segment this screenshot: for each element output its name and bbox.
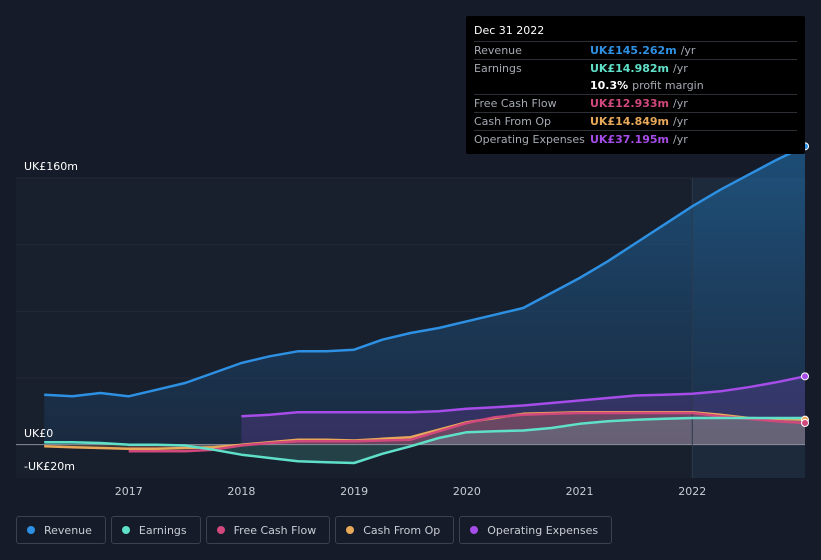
tooltip-value: UK£12.933m [590,97,670,110]
legend-label: Earnings [138,523,187,537]
tooltip-unit: /yr [673,115,688,128]
tooltip-row-revenue: Revenue UK£145.262m /yr [474,41,797,59]
y-axis-zero-label: UK£0 [24,427,54,440]
tooltip-row-fcf: Free Cash Flow UK£12.933m /yr [474,94,797,112]
tooltip-unit: /yr [673,62,688,75]
legend-item-revenue[interactable]: Revenue [16,516,106,544]
tooltip-row-cfo: Cash From Op UK£14.849m /yr [474,112,797,130]
x-tick-label: 2019 [340,485,369,498]
data-tooltip: Dec 31 2022 Revenue UK£145.262m /yr Earn… [466,16,805,154]
x-tick-label: 2018 [227,485,256,498]
tooltip-value: UK£14.849m [590,115,670,128]
series-line-opex [241,375,806,418]
legend-item-earnings[interactable]: Earnings [110,516,201,544]
legend-dot-icon [346,526,355,534]
tooltip-label: Free Cash Flow [474,97,557,110]
x-tick-label: 2020 [452,485,481,498]
legend-dot-icon [470,526,479,534]
chart-legend: Revenue Earnings Free Cash Flow Cash Fro… [16,516,613,544]
tooltip-label: Revenue [474,44,522,57]
series-area-earnings [44,418,805,463]
y-axis-top-label: UK£160m [24,160,78,173]
tooltip-unit: profit margin [632,79,704,92]
y-axis-bottom-label: -UK£20m [24,460,75,473]
tooltip-date: Dec 31 2022 [474,24,545,37]
legend-item-operating-expenses[interactable]: Operating Expenses [459,516,613,544]
legend-label: Revenue [44,523,92,537]
tooltip-value: UK£145.262m [590,44,677,57]
x-tick-label: 2017 [114,485,143,498]
tooltip-row-opex: Operating Expenses UK£37.195m /yr [474,130,797,148]
series-area-opex [241,376,805,445]
legend-label: Operating Expenses [487,523,599,537]
tooltip-label: Cash From Op [474,115,552,128]
series-area-revenue [44,146,805,445]
legend-dot-icon [27,526,35,534]
legend-label: Cash From Op [363,523,441,537]
series-line-earnings [44,416,805,465]
series-end-marker-opex [801,372,809,381]
series-end-marker-fcf [801,419,809,427]
tooltip-label: Earnings [474,62,522,75]
legend-item-cash-from-op[interactable]: Cash From Op [335,516,455,544]
tooltip-value: UK£14.982m [590,62,670,75]
tooltip-unit: /yr [673,97,688,110]
series-line-revenue [44,145,806,398]
legend-dot-icon [216,526,225,534]
tooltip-value: UK£37.195m [590,133,670,146]
tooltip-label: Operating Expenses [474,133,585,146]
x-tick-label: 2021 [565,485,594,498]
tooltip-row-profit-margin: 10.3% profit margin [474,77,797,94]
series-line-fcf [128,411,806,453]
legend-dot-icon [121,526,130,534]
legend-item-free-cash-flow[interactable]: Free Cash Flow [205,516,331,544]
tooltip-value: 10.3% [590,79,629,92]
x-tick-label: 2022 [678,485,707,498]
tooltip-unit: /yr [673,133,688,146]
tooltip-unit: /yr [680,44,696,57]
tooltip-row-earnings: Earnings UK£14.982m /yr [474,59,797,77]
legend-label: Free Cash Flow [233,523,317,537]
